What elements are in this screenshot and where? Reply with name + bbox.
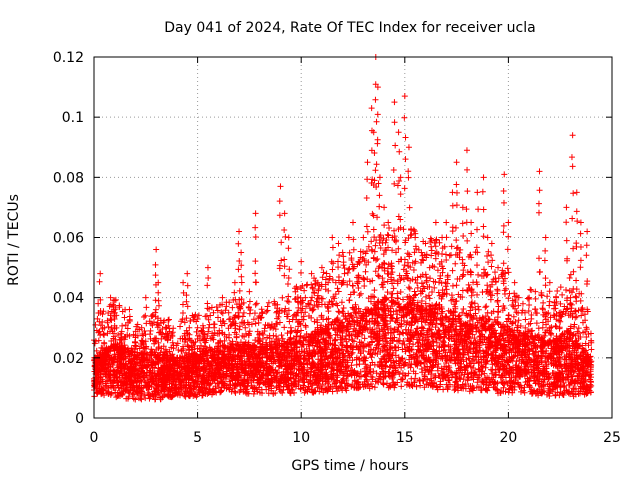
data-point — [349, 337, 356, 344]
data-point — [413, 383, 420, 390]
data-point — [446, 315, 453, 322]
data-point — [391, 343, 398, 350]
data-point — [440, 386, 447, 393]
data-point — [232, 389, 239, 396]
data-point — [371, 384, 378, 391]
data-point — [343, 338, 350, 345]
data-point — [368, 334, 375, 341]
data-point — [349, 357, 356, 364]
data-point — [477, 347, 484, 354]
data-point — [557, 383, 564, 390]
data-points-layer — [91, 54, 595, 403]
data-point — [356, 361, 363, 368]
data-point — [385, 369, 392, 376]
data-point — [353, 361, 360, 368]
data-point — [368, 354, 375, 361]
data-point — [398, 383, 405, 390]
data-point — [469, 331, 476, 338]
data-point — [463, 312, 470, 319]
data-point — [399, 346, 406, 353]
data-point — [132, 396, 139, 403]
data-point — [348, 362, 355, 369]
data-point — [405, 370, 412, 377]
data-point — [361, 335, 368, 342]
data-point — [465, 311, 472, 318]
data-point — [368, 380, 375, 387]
data-point — [420, 377, 427, 384]
data-point — [394, 379, 401, 386]
